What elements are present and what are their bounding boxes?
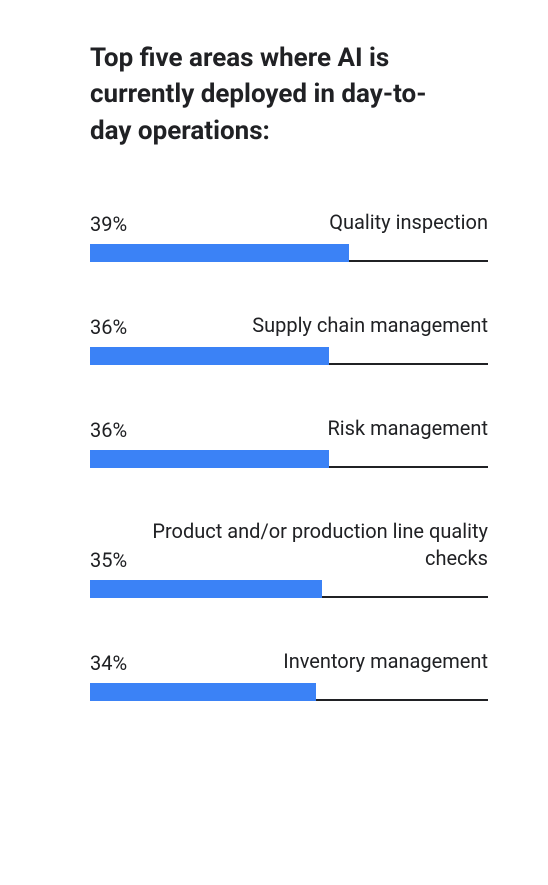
bar-percent: 36%	[90, 315, 127, 339]
bar-fill	[90, 683, 316, 701]
bar-track	[90, 452, 488, 468]
bar-track	[90, 582, 488, 598]
bar-header: 39% Quality inspection	[90, 209, 488, 236]
chart-title: Top five areas where AI is currently dep…	[90, 40, 450, 149]
bar-item: 36% Risk management	[90, 415, 488, 468]
bar-percent: 35%	[90, 548, 127, 572]
bar-header: 36% Risk management	[90, 415, 488, 442]
bar-item: 36% Supply chain management	[90, 312, 488, 365]
bar-header: 34% Inventory management	[90, 648, 488, 675]
bar-chart: 39% Quality inspection 36% Supply chain …	[90, 209, 488, 701]
bar-header: 35% Product and/or production line quali…	[90, 518, 488, 572]
bar-label: Supply chain management	[252, 312, 488, 339]
bar-label: Quality inspection	[329, 209, 488, 236]
bar-percent: 39%	[90, 212, 127, 236]
bar-percent: 36%	[90, 418, 127, 442]
bar-fill	[90, 450, 329, 468]
bar-fill	[90, 580, 322, 598]
bar-item: 39% Quality inspection	[90, 209, 488, 262]
bar-label: Product and/or production line quality c…	[151, 518, 488, 572]
bar-item: 35% Product and/or production line quali…	[90, 518, 488, 598]
bar-track	[90, 685, 488, 701]
bar-percent: 34%	[90, 651, 127, 675]
bar-track	[90, 246, 488, 262]
bar-header: 36% Supply chain management	[90, 312, 488, 339]
bar-item: 34% Inventory management	[90, 648, 488, 701]
bar-track	[90, 349, 488, 365]
bar-fill	[90, 244, 349, 262]
bar-fill	[90, 347, 329, 365]
bar-label: Inventory management	[283, 648, 488, 675]
bar-label: Risk management	[327, 415, 488, 442]
